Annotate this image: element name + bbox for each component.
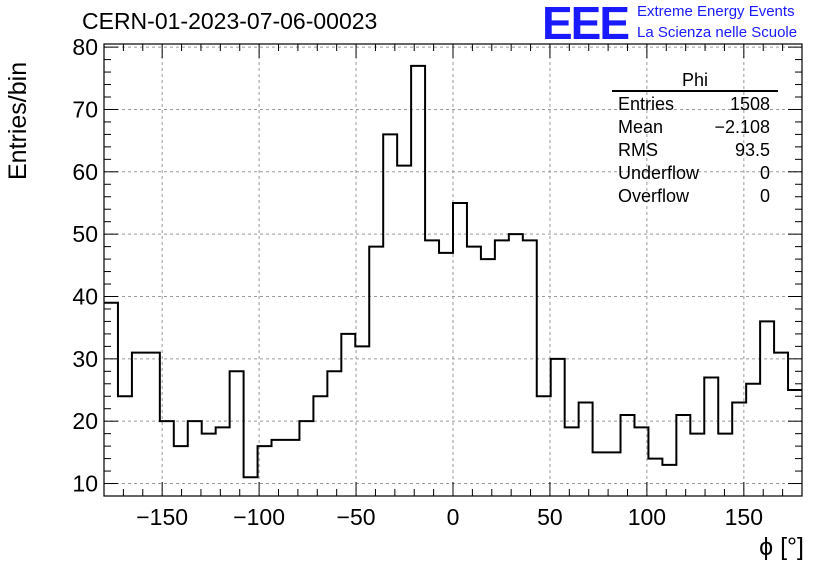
histogram-bin (355, 346, 369, 496)
histogram-bin (579, 402, 593, 496)
histogram-bin (313, 396, 327, 496)
histogram-outline (104, 64, 802, 479)
histogram-bin (174, 446, 188, 496)
x-axis-label: ϕ [°] (759, 533, 804, 561)
histogram-bin (551, 359, 565, 496)
histogram-bin (537, 396, 551, 496)
x-tick-label: 0 (447, 504, 460, 530)
histogram-bin (397, 166, 411, 496)
histogram-bin (509, 234, 523, 496)
y-tick-label: 70 (72, 96, 98, 122)
histogram-bin (690, 434, 704, 496)
histogram-bin (146, 353, 160, 496)
histogram-bin (481, 259, 495, 496)
histogram-bin (593, 452, 607, 496)
y-axis-label: Entries/bin (4, 61, 32, 180)
stats-row-entries: Entries 1508 (612, 93, 778, 116)
histogram-bin (132, 353, 146, 496)
histogram-bin (202, 434, 216, 496)
histogram-bin (285, 440, 299, 496)
stats-value: 0 (759, 186, 770, 206)
stats-row-underflow: Underflow 0 (612, 162, 778, 185)
stats-box: Phi Entries 1508 Mean −2.108 RMS 93.5 Un… (612, 70, 778, 208)
x-tick-label: 150 (725, 504, 763, 530)
stats-value: 93.5 (734, 140, 770, 160)
histogram-bin (760, 321, 774, 496)
histogram-bin (607, 452, 621, 496)
y-tick-label: 40 (72, 283, 98, 309)
histogram-bin (272, 440, 286, 496)
stats-label: Overflow (618, 186, 690, 206)
histogram-bin (104, 303, 118, 496)
stats-value: −2.108 (714, 117, 770, 137)
histogram-bin (732, 402, 746, 496)
stats-label: Entries (618, 94, 675, 114)
stats-label: Underflow (618, 163, 700, 183)
histogram-bin (676, 415, 690, 496)
y-tick-label: 50 (72, 221, 98, 247)
histogram-bin (230, 371, 244, 496)
stats-row-overflow: Overflow 0 (612, 185, 778, 208)
histogram-bin (188, 421, 202, 496)
y-tick-label: 80 (72, 34, 98, 60)
histogram-bin (634, 427, 648, 496)
y-tick-label: 60 (72, 159, 98, 185)
histogram-bin (369, 247, 383, 496)
brand-line-2: La Scienza nelle Scuole (637, 24, 798, 41)
histogram-bin (383, 134, 397, 496)
histogram-bin (774, 353, 788, 496)
histogram-bin (258, 446, 272, 496)
y-tick-label: 20 (72, 408, 98, 434)
histogram-bin (411, 66, 425, 496)
stats-row-rms: RMS 93.5 (612, 139, 778, 162)
histogram-bin (453, 203, 467, 496)
x-tick-label: −50 (337, 504, 376, 530)
histogram-bin (341, 334, 355, 496)
y-tick-label: 30 (72, 346, 98, 372)
histogram-bin (621, 415, 635, 496)
x-tick-label: −150 (136, 504, 188, 530)
stats-value: 0 (759, 163, 770, 183)
histogram-bin (746, 384, 760, 496)
histogram-bin (523, 240, 537, 496)
chart-title: CERN-01-2023-07-06-00023 (82, 8, 378, 34)
stats-title: Phi (612, 70, 778, 92)
histogram-bin (118, 396, 132, 496)
histogram-bin (648, 459, 662, 496)
stats-label: Mean (618, 117, 664, 137)
stats-label: RMS (618, 140, 658, 160)
histogram-bin (565, 427, 579, 496)
histogram-bin (327, 371, 341, 496)
brand-line-1: Extreme Energy Events (637, 3, 795, 20)
histogram-bin (662, 465, 676, 496)
histogram-bin (495, 240, 509, 496)
y-tick-label: 10 (72, 471, 98, 497)
stats-value: 1508 (729, 94, 770, 114)
eee-logo: EEE (542, 0, 630, 49)
histogram-bin (467, 247, 481, 496)
histogram-bin (718, 434, 732, 496)
x-tick-label: 50 (537, 504, 563, 530)
histogram-bin (244, 477, 258, 496)
histogram-bin (425, 240, 439, 496)
histogram-bin (704, 378, 718, 496)
stats-row-mean: Mean −2.108 (612, 116, 778, 139)
histogram-bin (439, 253, 453, 496)
histogram-bin (788, 390, 802, 496)
x-tick-label: −100 (233, 504, 285, 530)
x-tick-label: 100 (628, 504, 666, 530)
histogram-bin (299, 421, 313, 496)
histogram-bin (216, 427, 230, 496)
